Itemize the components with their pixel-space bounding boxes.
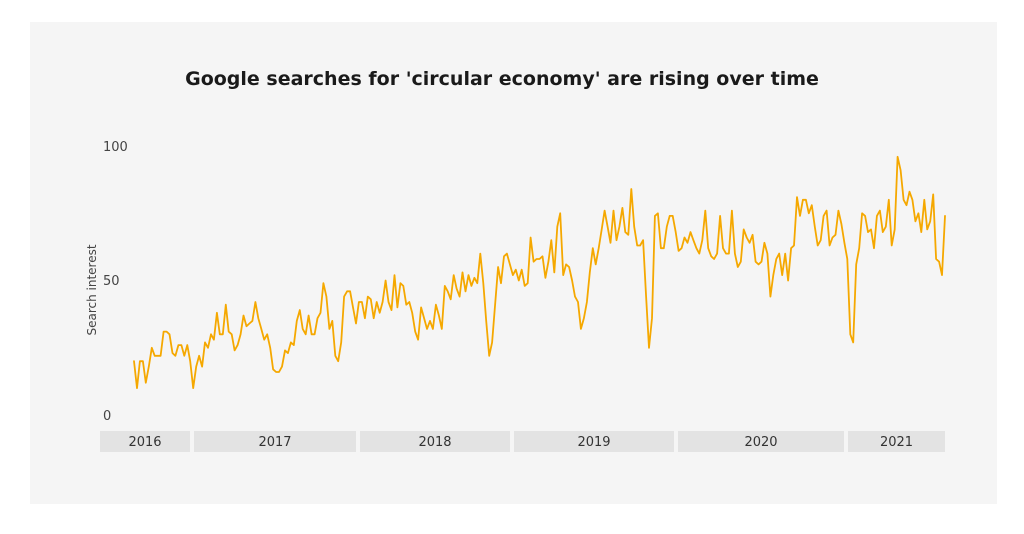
year-label: 2020 bbox=[744, 435, 777, 450]
year-band bbox=[100, 431, 190, 452]
year-band bbox=[848, 431, 945, 452]
y-tick-label: 100 bbox=[103, 140, 128, 155]
year-axis: 2016 2017 2018 2019 2020 2021 bbox=[100, 431, 945, 452]
chart-panel bbox=[30, 22, 997, 504]
y-tick-label: 50 bbox=[103, 274, 120, 289]
year-label: 2018 bbox=[418, 435, 451, 450]
year-band bbox=[678, 431, 844, 452]
year-band bbox=[360, 431, 510, 452]
year-band bbox=[514, 431, 674, 452]
year-label: 2017 bbox=[258, 435, 291, 450]
year-label: 2021 bbox=[880, 435, 913, 450]
year-label: 2019 bbox=[577, 435, 610, 450]
series-line bbox=[133, 155, 946, 389]
year-band bbox=[194, 431, 356, 452]
chart-title: Google searches for 'circular economy' a… bbox=[185, 68, 819, 90]
year-label: 2016 bbox=[128, 435, 161, 450]
y-axis-label: Search interest bbox=[85, 244, 99, 335]
y-tick-label: 0 bbox=[103, 409, 111, 424]
